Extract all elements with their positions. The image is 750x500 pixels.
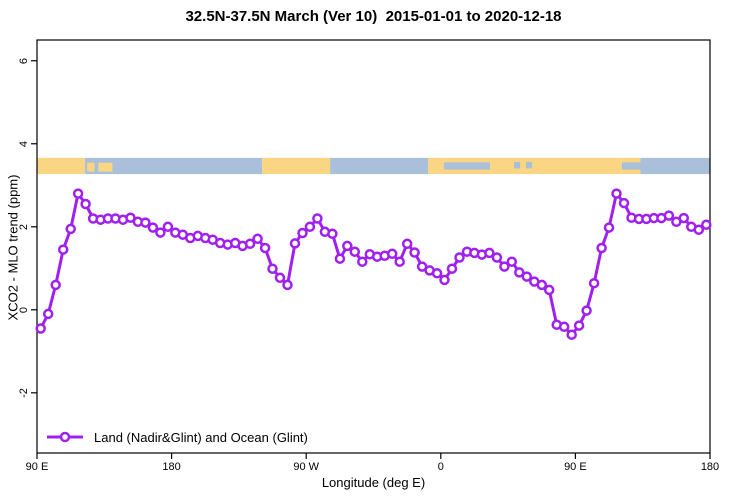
legend-label: Land (Nadir&Glint) and Ocean (Glint) — [94, 429, 308, 445]
data-point-marker — [431, 268, 443, 279]
data-point-marker — [125, 212, 136, 223]
y-tick-label: 6 — [18, 57, 30, 64]
x-tick-label: 180 — [162, 461, 181, 473]
data-point-marker — [439, 274, 450, 286]
map-mixed-water-segment — [621, 162, 641, 170]
data-point-marker — [701, 219, 712, 230]
y-axis-title: XCO2 - MLO trend (ppm) — [5, 174, 21, 321]
map-land-segment — [428, 157, 444, 175]
data-point-marker — [349, 246, 361, 257]
data-point-marker — [678, 212, 690, 224]
x-axis-title: Longitude (deg E) — [321, 475, 426, 490]
data-point-marker — [603, 222, 615, 233]
map-ocean-segment — [84, 157, 263, 175]
data-point-marker — [342, 240, 353, 252]
data-point-marker — [521, 271, 533, 282]
data-point-marker — [80, 198, 91, 210]
data-point-marker — [618, 197, 630, 209]
data-point-marker — [57, 244, 69, 255]
data-point-marker — [693, 224, 705, 235]
y-tick-label: 2 — [18, 223, 30, 230]
data-point-marker — [394, 256, 405, 267]
data-point-marker — [409, 247, 420, 258]
data-point-marker — [401, 238, 413, 250]
data-point-marker — [491, 252, 503, 263]
data-point-marker — [312, 213, 323, 224]
x-tick-label: 90 W — [293, 461, 320, 473]
data-point-marker — [663, 210, 675, 221]
data-point-marker — [267, 263, 278, 274]
data-line — [39, 192, 708, 337]
x-tick-label: 90 E — [564, 461, 587, 473]
map-lake-segment — [514, 161, 521, 169]
data-point-marker — [282, 279, 293, 291]
map-land-segment — [262, 157, 331, 175]
data-point-marker — [140, 217, 151, 228]
data-point-marker — [252, 233, 263, 245]
x-tick-label: 180 — [700, 461, 720, 473]
data-point-marker — [155, 227, 166, 238]
data-point-marker — [327, 228, 338, 240]
y-tick-label: 4 — [18, 140, 30, 147]
data-point-marker — [611, 188, 622, 199]
data-point-marker — [297, 227, 308, 239]
data-point-marker — [506, 256, 518, 267]
data-point-marker — [244, 238, 256, 250]
data-point-marker — [566, 329, 577, 340]
map-island-segment — [87, 162, 95, 172]
y-tick-label: 0 — [18, 306, 30, 313]
data-point-marker — [514, 267, 525, 278]
data-point-marker — [162, 221, 174, 233]
data-point-marker — [588, 277, 600, 289]
x-tick-label: 0 — [437, 461, 444, 473]
plot-border — [36, 39, 711, 454]
data-point-marker — [334, 253, 346, 264]
data-point-marker — [289, 238, 301, 249]
data-point-marker — [558, 321, 570, 333]
map-land-segment — [37, 157, 85, 175]
map-ocean-segment — [640, 157, 710, 175]
data-point-marker — [536, 279, 548, 291]
data-point-marker — [499, 261, 510, 272]
legend: Land (Nadir&Glint) and Ocean (Glint) — [46, 428, 308, 446]
data-point-marker — [446, 263, 458, 274]
data-point-marker — [357, 256, 368, 267]
map-ocean-segment — [330, 157, 429, 175]
data-point-marker — [454, 252, 465, 263]
data-point-marker — [65, 223, 76, 235]
data-point-marker — [35, 323, 46, 334]
data-point-marker — [543, 284, 555, 296]
data-point-marker — [581, 305, 592, 316]
data-point-marker — [42, 308, 54, 320]
data-point-marker — [573, 320, 585, 331]
map-land-segment — [490, 157, 622, 175]
data-point-marker — [147, 222, 159, 233]
x-tick-label: 90 E — [25, 461, 49, 473]
y-tick-label: -2 — [18, 387, 30, 398]
legend-line-marker-icon — [47, 431, 83, 443]
data-point-marker — [484, 247, 495, 259]
map-island-segment — [98, 162, 113, 172]
chart-title: 32.5N-37.5N March (Ver 10) 2015-01-01 to… — [185, 8, 562, 25]
data-point-marker — [72, 188, 84, 199]
data-point-marker — [259, 242, 271, 254]
data-point-marker — [304, 221, 316, 233]
data-point-marker — [50, 279, 61, 291]
map-lake-segment — [526, 161, 533, 169]
map-mixed-water-segment — [443, 162, 491, 170]
data-point-marker — [386, 248, 398, 260]
data-point-marker — [596, 242, 607, 254]
data-point-marker — [274, 272, 286, 284]
